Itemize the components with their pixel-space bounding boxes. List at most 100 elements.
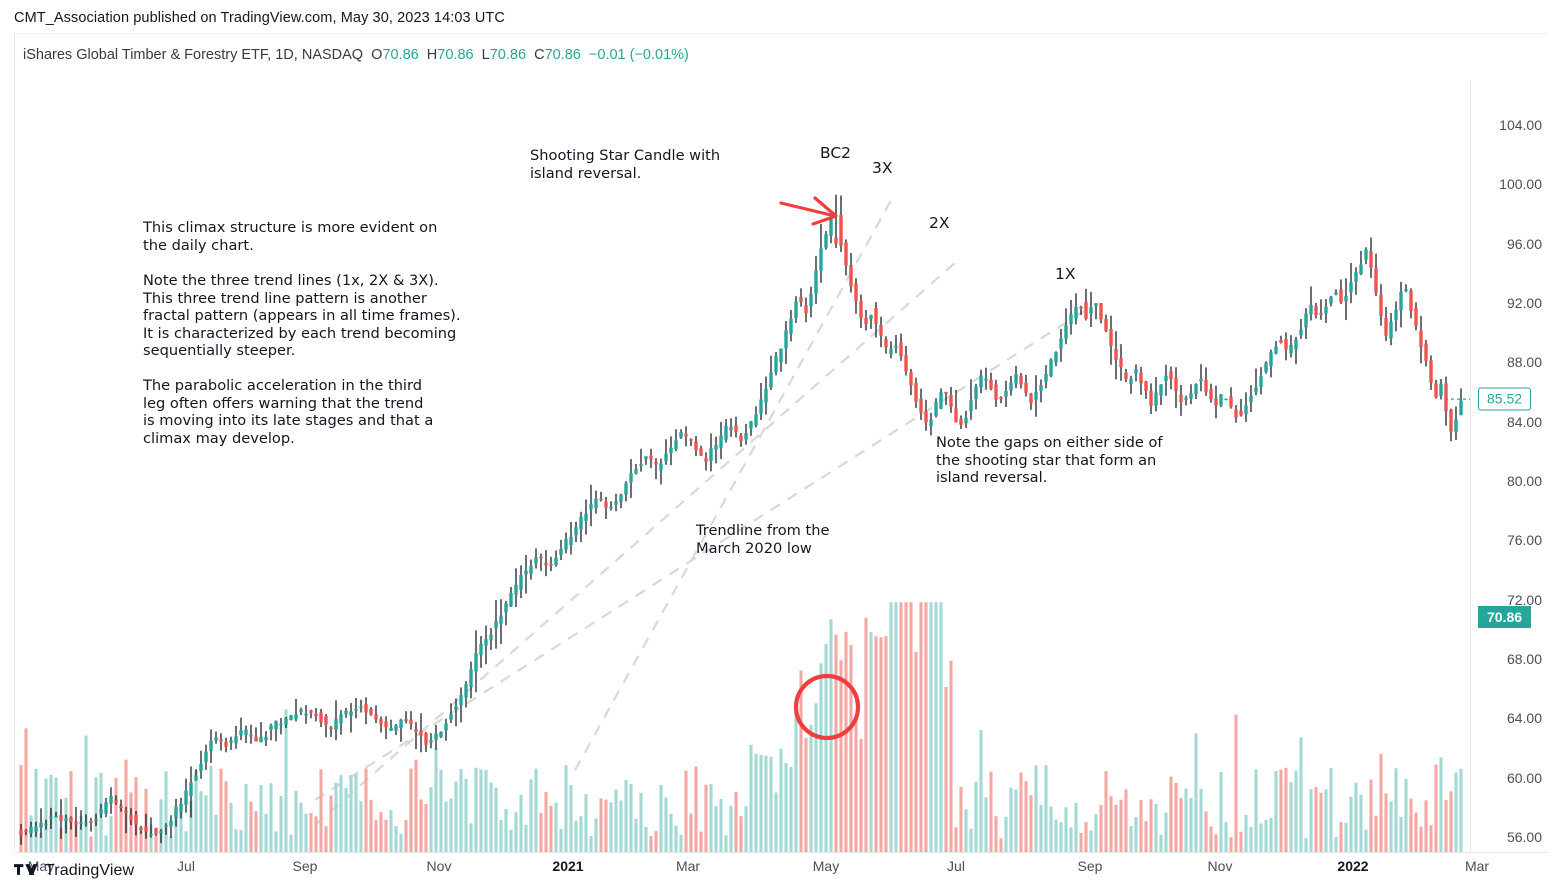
- candle-body: [209, 740, 213, 751]
- candle-body: [399, 719, 403, 728]
- volume-bar: [904, 602, 908, 852]
- candle-body: [1139, 372, 1143, 384]
- previous-close-label[interactable]: 70.86: [1478, 605, 1532, 628]
- volume-bar: [919, 602, 923, 852]
- volume-bar: [389, 810, 393, 852]
- annotation-trendline-2x-label: 2X: [929, 214, 950, 232]
- legend-open-value: 70.86: [382, 47, 419, 63]
- volume-bar: [1444, 799, 1448, 852]
- candle-body: [644, 456, 648, 460]
- candle-body: [289, 715, 293, 721]
- candle-body: [764, 388, 768, 403]
- candle-body: [689, 439, 693, 441]
- price-axis[interactable]: 104.00 100.00 96.00 92.00 88.00 84.00 80.00 76.…: [1470, 80, 1548, 852]
- candle-body: [494, 621, 498, 629]
- time-axis[interactable]: May Jul Sep Nov 2021 Mar May Jul Sep Nov 2022 Mar: [15, 852, 1548, 884]
- volume-bar: [989, 771, 993, 852]
- annotation-parabolic-acceleration: The parabolic acceleration in the third …: [143, 377, 434, 447]
- volume-bar: [974, 781, 978, 852]
- candle-body: [489, 634, 493, 641]
- volume-bar: [709, 783, 713, 852]
- volume-bar: [1284, 767, 1288, 852]
- candle-body: [1294, 339, 1298, 350]
- volume-bar: [549, 805, 553, 852]
- candle-body: [1089, 307, 1093, 314]
- candle-body: [169, 820, 173, 827]
- candle-body: [1249, 396, 1253, 403]
- candle-body: [509, 592, 513, 607]
- candle-body: [389, 727, 393, 731]
- candle-body: [654, 462, 658, 465]
- volume-bar: [1364, 829, 1368, 852]
- candle-body: [504, 603, 508, 613]
- volume-bar: [184, 831, 188, 852]
- volume-bar: [1449, 791, 1453, 852]
- volume-bar: [554, 802, 558, 852]
- volume-bar: [519, 794, 523, 852]
- price-tick-68-00: 68.00: [1506, 651, 1542, 667]
- volume-bar: [1119, 799, 1123, 852]
- volume-bar: [1044, 765, 1048, 852]
- chart-plot-area[interactable]: [15, 80, 1470, 852]
- volume-bar: [469, 823, 473, 852]
- volume-bar: [859, 738, 863, 852]
- candle-body: [1329, 296, 1333, 304]
- candle-body: [1034, 391, 1038, 400]
- candle-body: [1244, 405, 1248, 415]
- price-tick-96-00: 96.00: [1506, 235, 1542, 252]
- legend-sep-1: ,: [267, 47, 276, 63]
- volume-bar: [559, 828, 563, 852]
- chart-legend[interactable]: iShares Global Timber & Forestry ETF, 1D…: [23, 47, 689, 63]
- candle-body: [774, 356, 778, 373]
- volume-bar: [19, 765, 23, 852]
- candle-body: [924, 411, 928, 423]
- volume-bar: [1404, 778, 1408, 852]
- candle-body: [34, 826, 38, 832]
- candle-body: [604, 501, 608, 508]
- volume-bar: [344, 787, 348, 852]
- volume-bar: [484, 769, 488, 852]
- candle-body: [759, 399, 763, 414]
- volume-bar: [969, 828, 973, 852]
- volume-bar: [1189, 797, 1193, 852]
- volume-bar: [594, 818, 598, 852]
- volume-bar: [489, 782, 493, 852]
- candle-body: [1459, 400, 1463, 415]
- candle-body: [104, 802, 108, 814]
- price-tick-56-00: 56.00: [1506, 829, 1542, 845]
- candle-body: [624, 483, 628, 495]
- candle-body: [1219, 394, 1223, 406]
- volume-bar: [1274, 771, 1278, 852]
- candlestick-series: [19, 194, 1463, 845]
- candle-body: [19, 829, 23, 836]
- volume-bar: [39, 832, 43, 852]
- legend-close-key: C: [534, 47, 545, 63]
- volume-bar: [194, 770, 198, 852]
- candle-body: [424, 733, 428, 745]
- volume-bar: [944, 687, 948, 852]
- legend-close-value: 70.86: [544, 47, 581, 63]
- current-price-label[interactable]: 85.52: [1478, 387, 1532, 411]
- candle-body: [564, 538, 568, 550]
- candle-body: [1274, 346, 1278, 354]
- candle-body: [1199, 378, 1203, 382]
- candle-body: [1069, 314, 1073, 325]
- volume-bar: [179, 810, 183, 852]
- volume-bar: [254, 811, 258, 852]
- volume-bar: [1389, 801, 1393, 852]
- volume-bar: [1264, 819, 1268, 852]
- volume-bar: [604, 799, 608, 852]
- volume-bar: [1429, 825, 1433, 852]
- candle-body: [394, 725, 398, 731]
- volume-bar: [599, 798, 603, 852]
- candle-body: [1339, 289, 1343, 303]
- candle-body: [1254, 387, 1258, 393]
- volume-bar: [204, 795, 208, 852]
- candle-body: [784, 330, 788, 349]
- candle-body: [139, 827, 143, 831]
- candle-body: [904, 355, 908, 372]
- volume-bar: [154, 832, 158, 852]
- volume-bar: [839, 660, 843, 852]
- volume-bar: [1244, 814, 1248, 852]
- volume-bar: [994, 816, 998, 852]
